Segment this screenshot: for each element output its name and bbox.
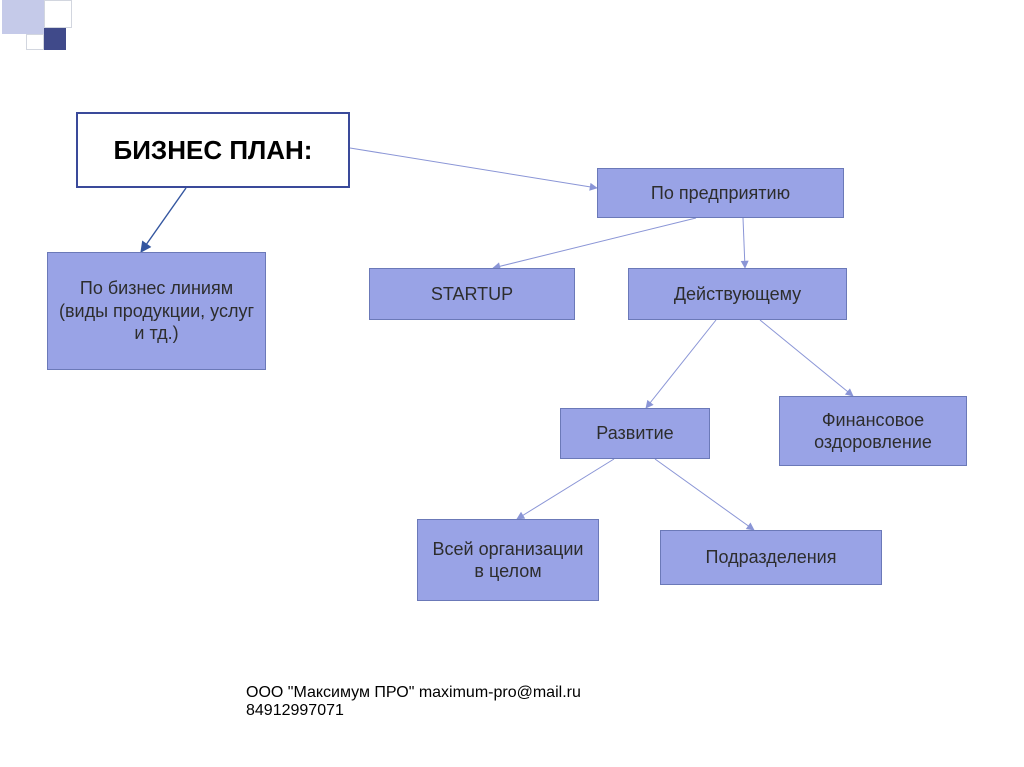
node-business-lines: По бизнес линиям (виды продукции, услуг … <box>47 252 266 370</box>
node-label: БИЗНЕС ПЛАН: <box>114 134 313 167</box>
node-subdivisions: Подразделения <box>660 530 882 585</box>
node-label: STARTUP <box>431 283 513 306</box>
decor-square <box>2 0 44 34</box>
decor-square <box>26 34 44 50</box>
footer-credits: ООО "Максимум ПРО" maximum-pro@mail.ru 8… <box>246 684 581 720</box>
node-label: Развитие <box>596 422 673 445</box>
node-label: Действующему <box>674 283 801 306</box>
decor-square <box>44 28 66 50</box>
node-label: По предприятию <box>651 182 790 205</box>
node-financial-recovery: Финансовое оздоровление <box>779 396 967 466</box>
node-label: По бизнес линиям (виды продукции, услуг … <box>56 277 257 345</box>
footer-line2: 84912997071 <box>246 702 581 720</box>
decor-square <box>44 0 72 28</box>
node-development: Развитие <box>560 408 710 459</box>
node-existing: Действующему <box>628 268 847 320</box>
node-label: Подразделения <box>706 546 837 569</box>
node-label: Финансовое оздоровление <box>788 409 958 454</box>
node-label: Всей организации в целом <box>426 538 590 583</box>
node-startup: STARTUP <box>369 268 575 320</box>
footer-line1: ООО "Максимум ПРО" maximum-pro@mail.ru <box>246 684 581 702</box>
node-enterprise: По предприятию <box>597 168 844 218</box>
node-whole-org: Всей организации в целом <box>417 519 599 601</box>
node-title: БИЗНЕС ПЛАН: <box>76 112 350 188</box>
